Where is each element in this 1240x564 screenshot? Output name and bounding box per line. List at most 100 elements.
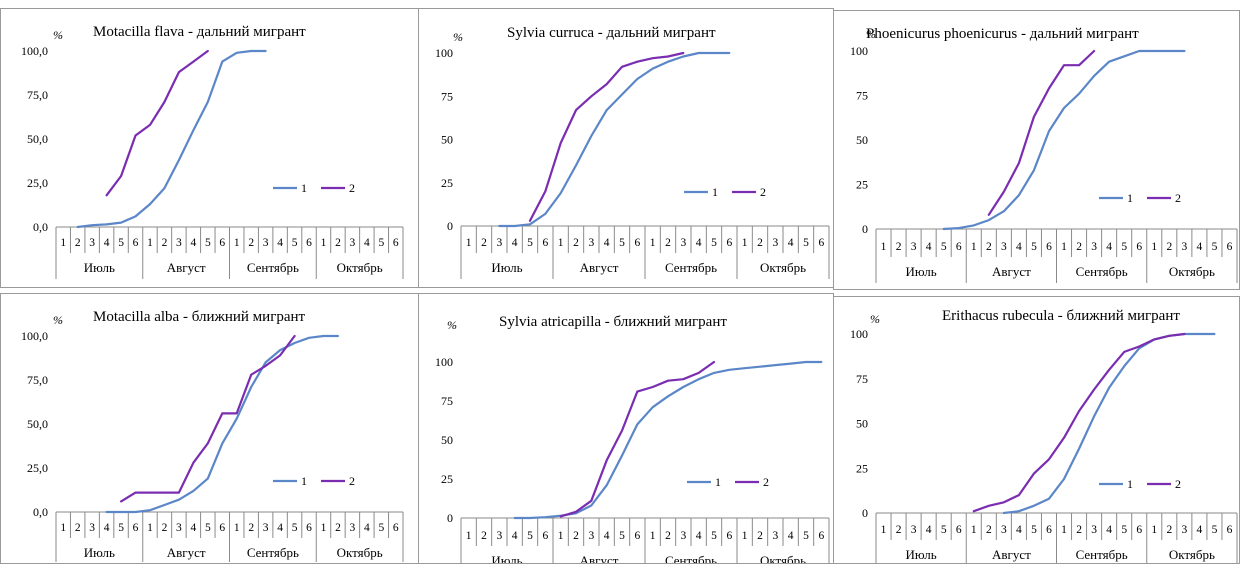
month-label: Август bbox=[992, 547, 1031, 562]
decade-tick-label: 6 bbox=[219, 237, 225, 249]
series-1-line bbox=[105, 334, 339, 514]
decade-tick-label: 2 bbox=[1076, 241, 1082, 253]
chart-sylvia-atricapilla: Sylvia atricapilla - ближний мигрант%025… bbox=[435, 314, 830, 563]
decade-tick-label: 3 bbox=[911, 241, 917, 253]
decade-tick-label: 1 bbox=[1151, 241, 1157, 253]
decade-tick-label: 5 bbox=[1121, 524, 1127, 536]
decade-tick-label: 5 bbox=[803, 237, 809, 249]
chart-panel-erithacus-rubecula: Erithacus rubecula - ближний мигрант% 0 25… bbox=[833, 296, 1240, 564]
decade-tick-label: 3 bbox=[1001, 241, 1007, 253]
decade-tick-label: 6 bbox=[1046, 241, 1052, 253]
decade-tick-label: 1 bbox=[147, 522, 153, 534]
y-tick-label: 50 bbox=[856, 417, 868, 431]
decade-tick-label: 3 bbox=[1181, 241, 1187, 253]
decade-tick-label: 5 bbox=[941, 241, 947, 253]
y-tick-label: 0,0 bbox=[33, 220, 48, 234]
chart-panel-motacilla-flava: Motacilla flava - дальний мигрант% 0,0 25,… bbox=[0, 8, 419, 288]
decade-tick-label: 2 bbox=[757, 530, 763, 542]
decade-tick-label: 2 bbox=[162, 237, 168, 249]
month-label: Октябрь bbox=[760, 260, 806, 275]
decade-tick-label: 4 bbox=[104, 237, 110, 249]
decade-tick-label: 3 bbox=[588, 530, 594, 542]
decade-tick-label: 1 bbox=[466, 530, 472, 542]
decade-tick-label: 3 bbox=[772, 237, 778, 249]
decade-tick-label: 1 bbox=[971, 241, 977, 253]
decade-tick-label: 1 bbox=[742, 237, 748, 249]
decade-tick-label: 6 bbox=[956, 241, 962, 253]
chart-title: Motacilla flava - дальний мигрант bbox=[93, 24, 306, 40]
month-label: Июль bbox=[84, 260, 115, 275]
decade-tick-label: 4 bbox=[1197, 524, 1203, 536]
y-tick-label: 75,0 bbox=[27, 88, 48, 102]
decade-tick-label: 2 bbox=[75, 522, 81, 534]
y-tick-label: 25 bbox=[856, 461, 868, 475]
decade-tick-label: 6 bbox=[726, 530, 732, 542]
legend-label-1: 1 bbox=[1127, 191, 1133, 205]
decade-tick-label: 3 bbox=[263, 522, 269, 534]
decade-tick-label: 4 bbox=[1106, 524, 1112, 536]
decade-tick-label: 2 bbox=[481, 530, 487, 542]
decade-tick-label: 5 bbox=[205, 522, 211, 534]
decade-tick-label: 6 bbox=[219, 522, 225, 534]
y-tick-label: 25 bbox=[441, 176, 453, 190]
decade-tick-label: 3 bbox=[89, 522, 95, 534]
chart-panel-sylvia-atricapilla: Sylvia atricapilla - ближний мигрант% 0 25… bbox=[418, 293, 834, 564]
decade-tick-label: 5 bbox=[1121, 241, 1127, 253]
decade-tick-label: 3 bbox=[496, 237, 502, 249]
decade-tick-label: 6 bbox=[1227, 524, 1233, 536]
legend-label-2: 2 bbox=[760, 185, 766, 199]
y-tick-label: 75 bbox=[856, 89, 868, 103]
decade-tick-label: 2 bbox=[335, 522, 341, 534]
legend-label-1: 1 bbox=[301, 181, 307, 195]
decade-tick-label: 4 bbox=[1016, 524, 1022, 536]
month-label: Сентябрь bbox=[1076, 264, 1128, 279]
chart-title: Phoenicurus phoenicurus - дальний мигран… bbox=[866, 26, 1139, 42]
legend-label-1: 1 bbox=[715, 475, 721, 489]
series-1-line bbox=[942, 49, 1186, 231]
decade-tick-label: 4 bbox=[788, 237, 794, 249]
decade-tick-label: 1 bbox=[558, 237, 564, 249]
decade-tick-label: 4 bbox=[364, 522, 370, 534]
y-tick-label: 0 bbox=[862, 506, 868, 520]
decade-tick-label: 4 bbox=[512, 237, 518, 249]
month-label: Октябрь bbox=[337, 260, 383, 275]
y-tick-label: 50 bbox=[856, 133, 868, 147]
legend-label-2: 2 bbox=[1175, 191, 1181, 205]
decade-tick-label: 6 bbox=[542, 530, 548, 542]
decade-tick-label: 1 bbox=[60, 237, 66, 249]
decade-tick-label: 2 bbox=[986, 524, 992, 536]
legend-label-1: 1 bbox=[1127, 477, 1133, 491]
decade-tick-label: 4 bbox=[364, 237, 370, 249]
decade-tick-label: 2 bbox=[573, 237, 579, 249]
chart-motacilla-alba: Motacilla alba - ближний мигрант% 0,0 25,0… bbox=[21, 309, 404, 562]
decade-tick-label: 5 bbox=[118, 237, 124, 249]
decade-tick-label: 6 bbox=[1136, 241, 1142, 253]
decade-tick-label: 5 bbox=[1212, 524, 1218, 536]
chart-phoenicurus: Phoenicurus phoenicurus - дальний мигран… bbox=[850, 26, 1238, 283]
y-tick-label: 75,0 bbox=[27, 373, 48, 387]
month-label: Октябрь bbox=[760, 553, 806, 563]
chart-erithacus-rubecula: Erithacus rubecula - ближний мигрант%025… bbox=[850, 308, 1238, 563]
decade-tick-label: 4 bbox=[604, 237, 610, 249]
decade-tick-label: 4 bbox=[1016, 241, 1022, 253]
chart-title: Sylvia curruca - дальний мигрант bbox=[507, 25, 716, 41]
month-label: Июль bbox=[906, 264, 937, 279]
chart-panel-motacilla-alba: Motacilla alba - ближний мигрант% 0,0 25,0… bbox=[0, 293, 419, 564]
y-axis-label: % bbox=[53, 313, 63, 327]
decade-tick-label: 1 bbox=[971, 524, 977, 536]
decade-tick-label: 2 bbox=[248, 237, 254, 249]
decade-tick-label: 6 bbox=[818, 237, 824, 249]
month-label: Август bbox=[580, 260, 619, 275]
series-2-line bbox=[559, 360, 716, 518]
decade-tick-label: 2 bbox=[896, 524, 902, 536]
y-tick-label: 25 bbox=[441, 472, 453, 486]
decade-tick-label: 4 bbox=[604, 530, 610, 542]
decade-tick-label: 6 bbox=[1136, 524, 1142, 536]
month-label: Сентябрь bbox=[1076, 547, 1128, 562]
decade-tick-label: 5 bbox=[711, 237, 717, 249]
decade-tick-label: 6 bbox=[1046, 524, 1052, 536]
y-axis-label: % bbox=[453, 30, 463, 44]
y-tick-label: 100,0 bbox=[21, 44, 48, 58]
y-tick-label: 0 bbox=[447, 511, 453, 525]
month-label: Август bbox=[167, 260, 206, 275]
